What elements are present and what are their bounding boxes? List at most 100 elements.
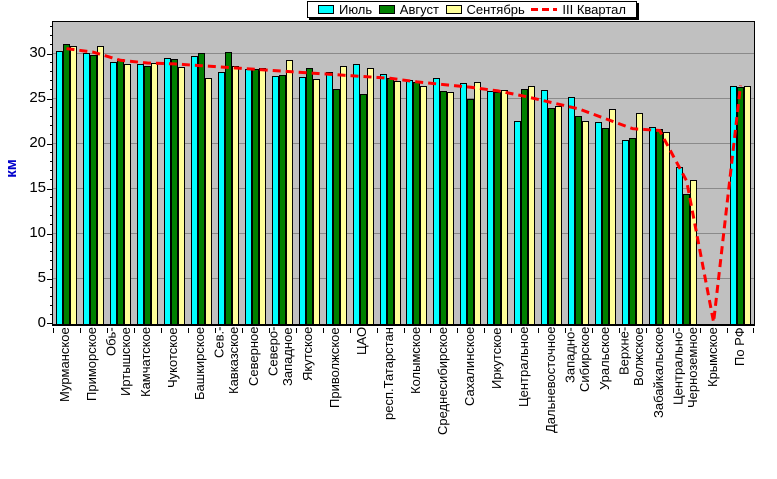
bar [413,82,421,324]
y-minor-tick [50,170,52,171]
bar [595,122,603,324]
x-boundary-tick [296,328,297,333]
bar [683,194,691,324]
bar-group [673,22,700,324]
y-minor-tick [50,62,52,63]
y-minor-tick [50,287,52,288]
x-axis-label: Уральское [596,327,612,391]
y-minor-tick [50,215,52,216]
y-minor-tick [50,152,52,153]
bar-group [188,22,215,324]
x-boundary-tick [323,328,324,333]
bar [541,90,549,324]
legend-item-september: Сентябрь [445,2,525,17]
y-tick-label: 5 [37,269,46,286]
bar [231,66,239,324]
x-boundary-tick [350,328,351,333]
x-axis-label: Северо- Западное [265,327,296,386]
bar [217,72,225,324]
bar-group [511,22,538,324]
x-axis-label: Якутское [299,327,315,382]
legend-label-july: Июль [339,2,373,17]
x-axis-label: Мурманское [57,327,73,402]
x-axis-label: Башкирское [192,327,208,401]
legend: Июль Август Сентябрь III Квартал [307,1,637,18]
y-axis-title: км [2,159,20,178]
bar [447,92,455,324]
bar-group [53,22,80,324]
legend-item-july: Июль [318,2,372,17]
y-minor-tick [50,269,52,270]
y-minor-tick [50,206,52,207]
x-boundary-tick [107,328,108,333]
september-swatch-icon [445,5,462,14]
y-tick-label: 0 [37,314,46,331]
bar-group [134,22,161,324]
x-boundary-tick [511,328,512,333]
bar-group [296,22,323,324]
bar [440,91,448,324]
x-axis-label: Среднесибирское [434,327,450,436]
bar [82,53,90,324]
y-minor-tick [50,116,52,117]
bar-group [484,22,511,324]
bar [116,59,124,324]
bar-group [269,22,296,324]
bar [690,180,698,324]
bar-group [323,22,350,324]
bar [629,138,637,324]
bar [244,69,252,324]
x-boundary-tick [188,328,189,333]
bar [393,81,401,324]
bar-group [242,22,269,324]
bar [123,64,131,324]
y-minor-tick [50,314,52,315]
y-minor-tick [50,224,52,225]
bar [177,67,185,324]
legend-item-august: Август [378,2,439,17]
bar [271,76,279,324]
y-tick-25 [47,99,52,100]
x-axis-label: Иркутское [488,327,504,389]
dashed-line-icon [531,8,558,11]
bar [359,94,367,324]
y-minor-tick [50,89,52,90]
legend-label-quarter: III Квартал [562,2,626,17]
bar [312,79,320,324]
bar [474,82,482,324]
y-minor-tick [50,35,52,36]
y-minor-tick [50,107,52,108]
bar-group [700,22,727,324]
bar [62,44,70,324]
x-boundary-tick [377,328,378,333]
x-axis-label: Обь- Иртышское [103,327,134,396]
x-boundary-tick [673,328,674,333]
bar [609,109,617,324]
bar [582,121,590,324]
bar [136,64,144,324]
bar [190,56,198,324]
y-tick-5 [47,279,52,280]
x-boundary-tick [753,328,754,333]
y-minor-tick [50,26,52,27]
bar-group [538,22,565,324]
bar [109,62,117,324]
bar [89,55,97,324]
x-boundary-tick [215,328,216,333]
plot-area [47,21,755,333]
legend-label-august: Август [399,2,439,17]
y-tick-10 [47,234,52,235]
x-axis-label: Камчатское [138,327,154,398]
bar-group [646,22,673,324]
bar-group [404,22,431,324]
bar [339,66,347,324]
bar [170,59,178,324]
bar [285,60,293,324]
bar-group [215,22,242,324]
bar [501,90,509,324]
y-minor-tick [50,197,52,198]
bar [406,80,414,324]
bar [278,75,286,324]
bar [298,77,306,324]
bar [636,113,644,324]
